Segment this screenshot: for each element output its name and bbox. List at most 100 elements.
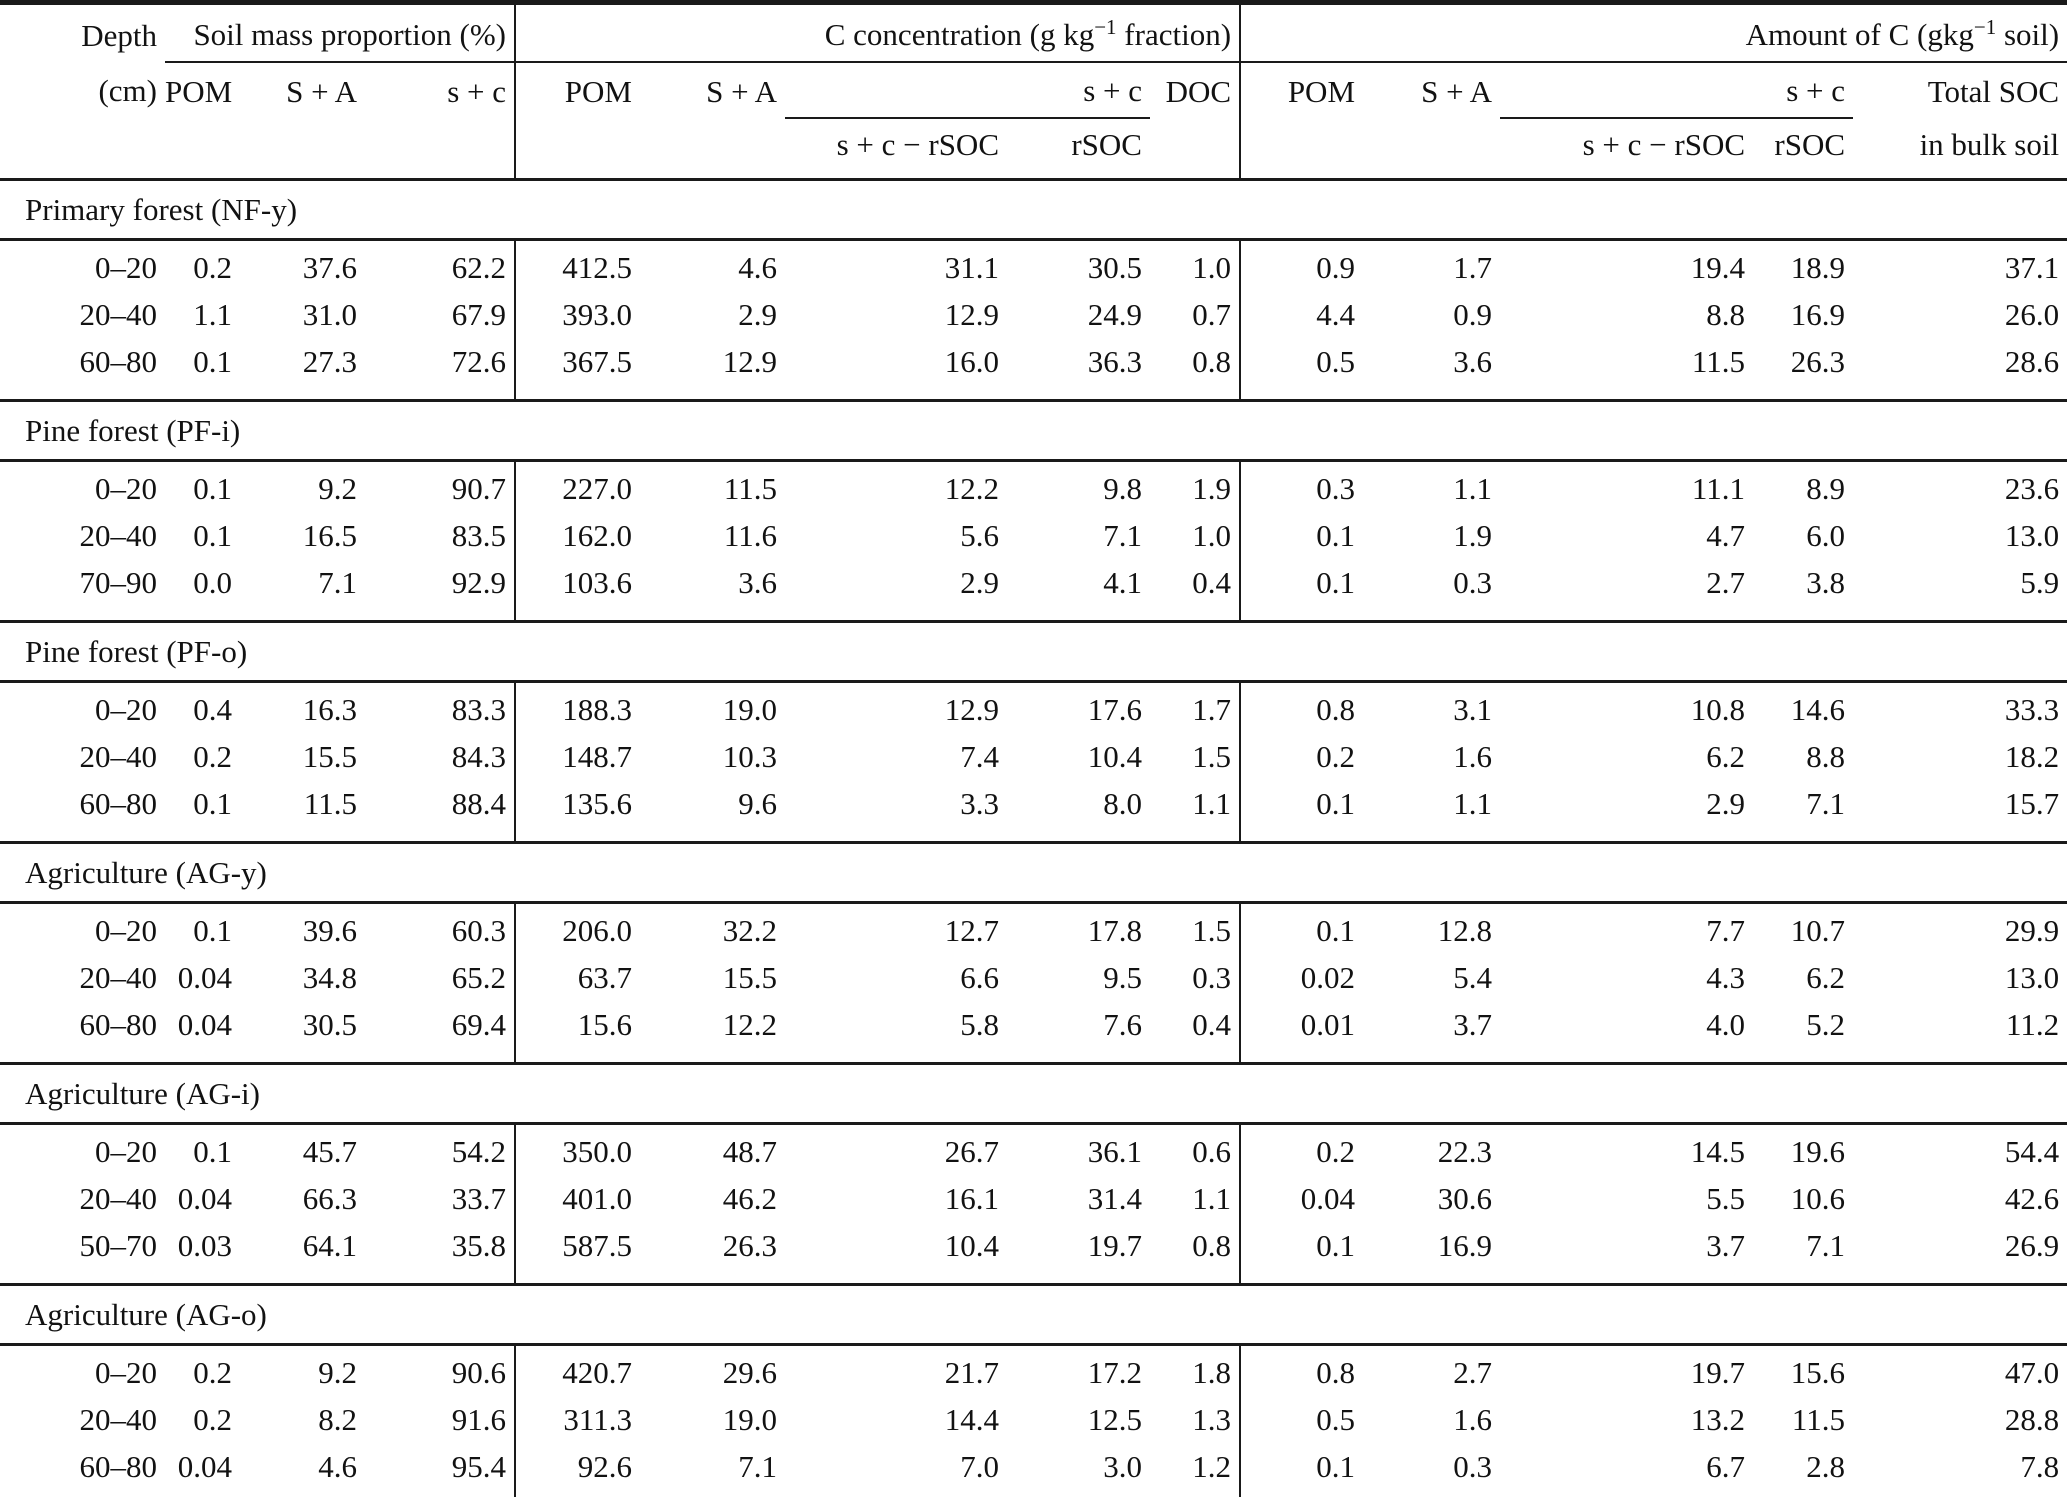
value-cell: 0.1: [193, 518, 232, 553]
value-cell: 8.8: [1706, 297, 1746, 332]
table-row: 20–40 1.1 31.0 67.9 393.0 2.9 12.9 24.9 0.7 4.4 0.…: [0, 291, 2067, 338]
value-cell: 7.4: [960, 739, 999, 774]
section-title: Agriculture (AG-o): [0, 1283, 2067, 1346]
value-cell: 13.0: [2004, 960, 2060, 995]
value-cell: 16.5: [302, 518, 357, 553]
value-cell: 7.8: [2020, 1449, 2060, 1484]
value-cell: 16.3: [302, 692, 357, 727]
value-cell: 24.9: [1087, 297, 1142, 332]
group3-text: Amount of C (gkg: [1745, 17, 1974, 52]
value-cell: 1.1: [1453, 471, 1493, 506]
col-header-pom: POM: [1239, 62, 1364, 118]
group3-superscript: −1: [1973, 15, 1997, 39]
value-cell: 11.2: [2005, 1007, 2060, 1042]
col-header-sc-group: s + c: [785, 62, 1150, 119]
value-cell: 46.2: [722, 1181, 777, 1216]
section-title: Primary forest (NF-y): [0, 178, 2067, 241]
header-spacer: [1239, 118, 1501, 181]
value-cell: 30.5: [1087, 250, 1142, 285]
value-cell: 63.7: [514, 954, 640, 1001]
value-cell: 32.2: [722, 913, 777, 948]
value-cell: 0.04: [1239, 1175, 1364, 1222]
header-row-subcolumns: (cm) POM S + A s + c POM S + A s + c DOC…: [0, 62, 2067, 119]
header-spacer: [0, 118, 515, 181]
value-cell: 14.6: [1790, 692, 1846, 727]
value-cell: 12.9: [944, 297, 999, 332]
value-cell: 0.4: [1192, 565, 1232, 600]
value-cell: 8.0: [1103, 786, 1142, 821]
group2-superscript: −1: [1094, 15, 1117, 39]
value-cell: 0.3: [1453, 565, 1493, 600]
value-cell: 2.7: [1453, 1355, 1493, 1390]
value-cell: 5.2: [1806, 1007, 1846, 1042]
value-cell: 0.1: [193, 786, 232, 821]
value-cell: 12.2: [722, 1007, 777, 1042]
value-cell: 0.04: [177, 960, 232, 995]
value-cell: 3.0: [1103, 1449, 1142, 1484]
section-row: Agriculture (AG-o): [0, 1283, 2067, 1346]
value-cell: 91.6: [451, 1402, 506, 1437]
value-cell: 9.5: [1103, 960, 1142, 995]
depth-cell: 0–20: [95, 471, 157, 506]
value-cell: 10.3: [722, 739, 777, 774]
value-cell: 33.7: [451, 1181, 506, 1216]
section-row: Agriculture (AG-i): [0, 1062, 2067, 1125]
value-cell: 11.1: [1691, 471, 1746, 506]
value-cell: 0.2: [193, 1355, 232, 1390]
value-cell: 15.6: [514, 1001, 640, 1064]
value-cell: 67.9: [451, 297, 506, 332]
value-cell: 0.5: [1239, 338, 1364, 401]
value-cell: 16.9: [1790, 297, 1846, 332]
value-cell: 60.3: [451, 913, 506, 948]
value-cell: 10.6: [1790, 1181, 1846, 1216]
depth-cell: 50–70: [79, 1228, 158, 1263]
value-cell: 10.7: [1790, 913, 1846, 948]
col-header-sa: S + A: [706, 73, 777, 109]
value-cell: 1.3: [1192, 1402, 1232, 1437]
value-cell: 0.8: [1192, 1228, 1232, 1263]
col-header-sc-minus-rsoc: s + c − rSOC: [1500, 118, 1754, 181]
value-cell: 90.6: [451, 1355, 506, 1390]
value-cell: 188.3: [514, 681, 640, 733]
value-cell: 7.1: [1103, 518, 1142, 553]
col-header-rsoc: rSOC: [1007, 118, 1150, 181]
depth-header: Depth: [81, 17, 157, 53]
value-cell: 0.1: [1239, 780, 1364, 843]
table-row: 20–40 0.04 66.3 33.7 401.0 46.2 16.1 31.4 1.1 0.0…: [0, 1175, 2067, 1222]
value-cell: 28.6: [2004, 344, 2060, 379]
value-cell: 39.6: [302, 913, 357, 948]
value-cell: 0.1: [193, 1134, 232, 1169]
value-cell: 16.1: [944, 1181, 999, 1216]
value-cell: 6.2: [1806, 960, 1846, 995]
value-cell: 16.0: [944, 344, 999, 379]
value-cell: 1.7: [1192, 692, 1232, 727]
value-cell: 88.4: [451, 786, 506, 821]
group-header-c-concentration: C concentration (g kg−1 fraction): [513, 2, 1241, 63]
value-cell: 54.4: [2004, 1134, 2060, 1169]
value-cell: 0.03: [177, 1228, 232, 1263]
col-header-sa: S + A: [286, 73, 357, 109]
value-cell: 0.04: [177, 1007, 232, 1042]
value-cell: 6.0: [1806, 518, 1846, 553]
depth-cell: 60–80: [79, 1449, 158, 1484]
value-cell: 135.6: [514, 780, 640, 843]
value-cell: 15.6: [1790, 1355, 1846, 1390]
value-cell: 0.1: [1239, 1222, 1364, 1285]
table-row: 0–20 0.2 37.6 62.2 412.5 4.6 31.1 30.5 1.0 0.9 1.7…: [0, 239, 2067, 291]
section-row: Primary forest (NF-y): [0, 178, 2067, 241]
value-cell: 19.4: [1690, 250, 1746, 285]
col-header-in-bulk-soil: in bulk soil: [1853, 118, 2067, 181]
value-cell: 19.0: [722, 692, 777, 727]
table-row: 0–20 0.1 45.7 54.2 350.0 48.7 26.7 36.1 0.6 0.2 22…: [0, 1123, 2067, 1175]
table-header: Depth Soil mass proportion (%) C concent…: [0, 2, 2067, 181]
value-cell: 14.5: [1690, 1134, 1746, 1169]
value-cell: 7.1: [1806, 1228, 1846, 1263]
value-cell: 42.6: [2004, 1181, 2060, 1216]
value-cell: 9.2: [318, 1355, 357, 1390]
header-spacer: [1150, 118, 1241, 181]
section-title: Agriculture (AG-i): [0, 1062, 2067, 1125]
value-cell: 1.0: [1192, 518, 1232, 553]
value-cell: 0.2: [193, 739, 232, 774]
value-cell: 4.6: [318, 1449, 357, 1484]
value-cell: 12.9: [944, 692, 999, 727]
